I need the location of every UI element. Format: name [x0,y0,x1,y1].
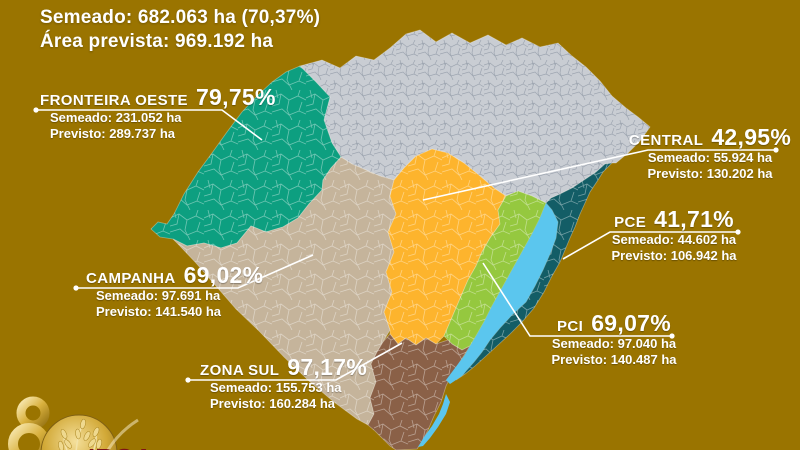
leader-fronteira-oeste [36,109,263,141]
logo-80-anniversary: IRGA [8,396,153,450]
leader-central [422,149,776,201]
rice-grains [58,418,102,450]
logo-swoosh [106,418,139,450]
leader-dot-central [773,147,779,153]
leader-pci [482,262,672,337]
leader-dot-fronteira-oeste [33,107,39,113]
leader-zona-sul [188,342,403,381]
leader-dot-pce [735,229,741,235]
leader-dot-campanha [73,285,79,291]
leader-pce [562,231,738,260]
leader-dot-pci [669,333,675,339]
leader-lines [33,107,779,383]
leader-campanha [76,254,314,289]
leader-dot-zona-sul [185,377,191,383]
logo-irga-text: IRGA [88,443,153,450]
